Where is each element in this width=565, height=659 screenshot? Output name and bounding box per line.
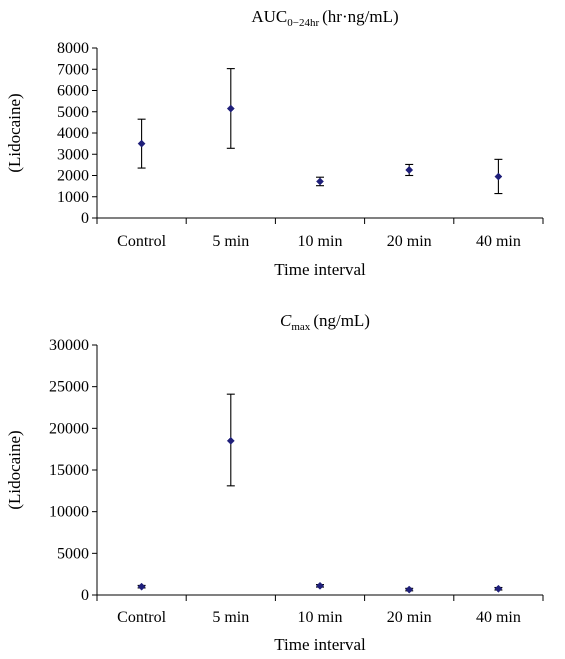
y-tick-label: 2000	[57, 168, 89, 185]
x-tick-label: 40 min	[476, 233, 521, 250]
chart-title: Cmax (ng/mL)	[280, 311, 370, 333]
x-tick-label: 10 min	[298, 233, 343, 250]
x-tick-label: 20 min	[387, 233, 432, 250]
x-tick-label: 40 min	[476, 609, 521, 626]
y-tick-label: 5000	[57, 104, 89, 121]
x-tick-label: 10 min	[298, 609, 343, 626]
chart-panel-1: 0 1000 2000 3000 4000 5000 6000 7000 8000 Control…	[5, 7, 544, 279]
chart-title: AUC0−24hr (hr·ng/mL)	[251, 7, 398, 29]
chart-panel-2: 0 5000 10000 15000 20000 25000 30000 Control 5 m…	[5, 311, 544, 654]
y-tick-label: 1000	[57, 189, 89, 206]
data-point	[494, 584, 503, 593]
x-tick-label: 20 min	[387, 609, 432, 626]
y-tick-label: 25000	[49, 379, 89, 396]
x-axis-label: Time interval	[274, 635, 366, 654]
chart-title-subscript: max	[291, 321, 310, 333]
data-point	[494, 172, 503, 181]
y-axis-label: (Lidocaine)	[5, 430, 24, 509]
chart-title-unit: (ng/mL)	[313, 311, 370, 330]
y-tick-label: 3000	[57, 146, 89, 163]
data-point	[226, 436, 235, 445]
data-point	[137, 139, 146, 148]
y-tick-label: 20000	[49, 420, 89, 437]
chart-title-subscript: 0−24hr	[287, 17, 319, 29]
y-tick-label: 0	[81, 210, 89, 227]
data-point	[316, 581, 324, 590]
y-tick-label: 30000	[49, 337, 89, 354]
data-point	[137, 582, 146, 591]
y-tick-label: 15000	[49, 462, 89, 479]
y-tick-label: 8000	[57, 40, 89, 57]
y-tick-label: 0	[81, 587, 89, 604]
y-axis-label: (Lidocaine)	[5, 93, 24, 172]
chart-title-main: C	[280, 311, 292, 330]
y-tick-label: 10000	[49, 504, 89, 521]
x-axis-label: Time interval	[274, 260, 366, 279]
data-point	[316, 177, 324, 186]
x-tick-label: 5 min	[212, 609, 249, 626]
x-tick-label: Control	[117, 609, 166, 626]
y-tick-label: 4000	[57, 125, 89, 142]
y-tick-label: 7000	[57, 61, 89, 78]
data-point	[405, 585, 414, 594]
x-tick-label: Control	[117, 233, 166, 250]
y-tick-label: 5000	[57, 545, 89, 562]
data-point	[405, 166, 414, 174]
y-tick-label: 6000	[57, 83, 89, 100]
chart-title-unit: (hr·ng/mL)	[322, 7, 398, 26]
chart-title-main: AUC	[251, 7, 287, 26]
data-point	[226, 104, 235, 113]
x-tick-label: 5 min	[212, 233, 249, 250]
